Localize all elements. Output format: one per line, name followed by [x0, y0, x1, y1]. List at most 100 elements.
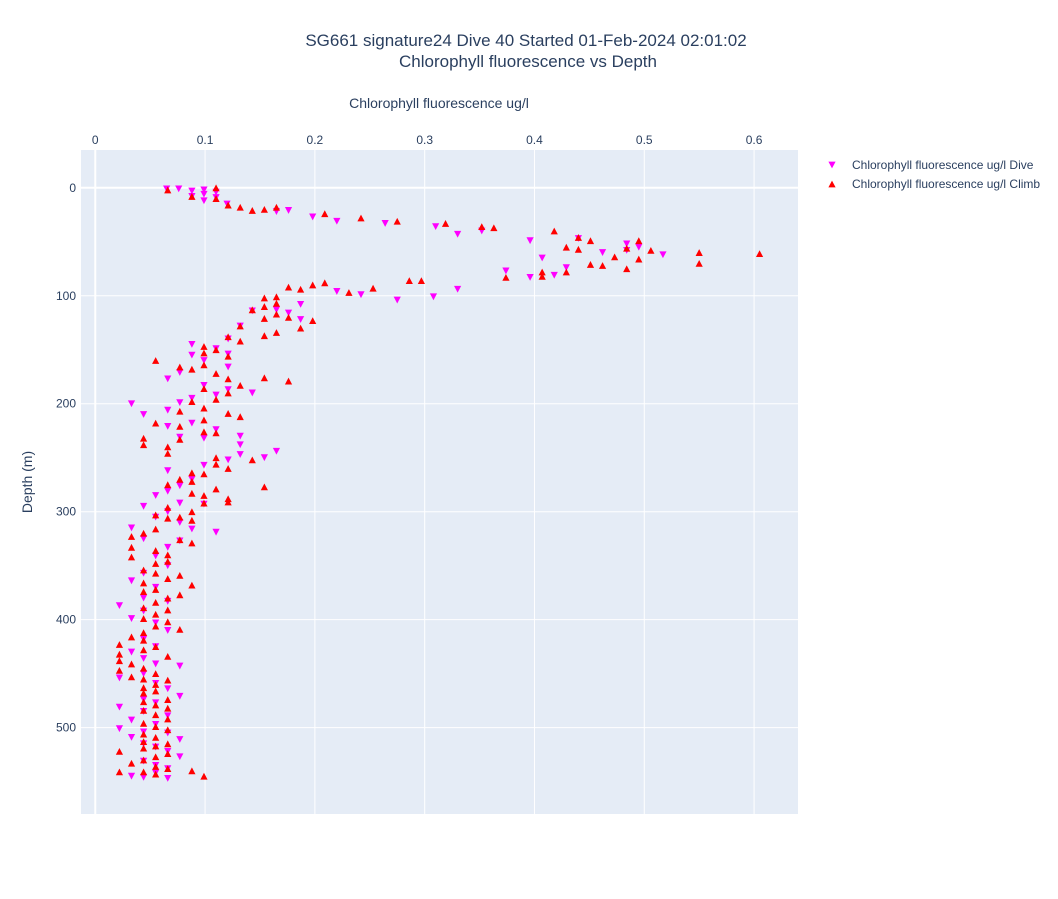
chart-subtitle: Chlorophyll fluorescence vs Depth [399, 52, 657, 71]
climb-point [139, 664, 148, 672]
dive-point [115, 703, 124, 711]
climb-point [152, 547, 160, 554]
plot-area[interactable] [81, 150, 798, 814]
dive-point [188, 525, 196, 533]
legend-label-dive: Chlorophyll fluorescence ug/l Dive [852, 158, 1034, 172]
dive-point [454, 230, 462, 238]
y-tick-label: 100 [56, 289, 76, 303]
climb-point [139, 675, 148, 683]
climb-point [224, 498, 232, 506]
climb-point [152, 701, 160, 709]
climb-point [224, 410, 232, 417]
climb-point [236, 337, 244, 345]
dive-point [200, 186, 208, 194]
climb-point [164, 443, 172, 451]
x-tick-label: 0.5 [636, 133, 653, 147]
climb-point [297, 324, 305, 332]
climb-point [164, 575, 172, 583]
climb-point [164, 551, 172, 559]
x-tick-label: 0.4 [526, 133, 543, 147]
dive-point [164, 487, 172, 495]
climb-point [538, 272, 546, 280]
dive-point [659, 251, 667, 259]
dive-point [127, 400, 136, 408]
dive-point [200, 461, 208, 469]
legend[interactable]: Chlorophyll fluorescence ug/l Dive Chloro… [828, 158, 1040, 191]
climb-point [115, 650, 124, 658]
dive-point [176, 736, 184, 743]
dive-point [381, 220, 389, 227]
dive-point [164, 467, 172, 475]
climb-point [127, 633, 136, 641]
climb-point [635, 237, 643, 245]
climb-point [188, 365, 196, 373]
climb-point [152, 670, 160, 678]
climb-point [272, 203, 281, 211]
climb-point [695, 249, 703, 256]
y-tick-label: 500 [56, 721, 76, 735]
legend-item-climb[interactable]: Chlorophyll fluorescence ug/l Climb [828, 177, 1040, 191]
climb-point [224, 201, 232, 209]
climb-point [152, 610, 160, 618]
climb-point [152, 763, 160, 770]
climb-point [695, 259, 703, 267]
climb-point [248, 207, 256, 214]
dive-point [127, 615, 136, 622]
climb-point [152, 723, 160, 730]
climb-point [200, 349, 208, 357]
dive-point [272, 306, 281, 314]
climb-point [236, 322, 244, 330]
dive-point [127, 648, 136, 656]
y-tick-label: 0 [69, 181, 76, 195]
climb-point [139, 706, 148, 714]
dive-point [297, 316, 305, 323]
climb-point [176, 363, 184, 371]
x-axis-title: Chlorophyll fluorescence ug/l [349, 95, 529, 111]
climb-point [212, 184, 220, 192]
climb-point [236, 203, 244, 211]
climb-point [139, 698, 148, 706]
dive-point [538, 254, 546, 262]
climb-point [139, 604, 148, 612]
x-tick-label: 0.2 [307, 133, 324, 147]
dive-point [127, 772, 136, 780]
climb-point [369, 284, 377, 292]
climb-point [164, 750, 172, 757]
climb-point [212, 195, 220, 202]
climb-point [164, 740, 172, 748]
climb-point [562, 268, 570, 276]
climb-point [164, 594, 172, 602]
climb-point [272, 329, 281, 336]
climb-point [200, 385, 208, 393]
climb-point [115, 641, 124, 648]
climb-point [139, 756, 148, 764]
climb-point [550, 227, 558, 235]
climb-point [200, 404, 208, 412]
dive-point [432, 223, 440, 231]
dive-point [176, 662, 184, 670]
climb-point [574, 234, 582, 241]
climb-point [611, 253, 619, 261]
climb-point [478, 223, 486, 231]
climb-point [200, 361, 208, 369]
climb-point [176, 407, 184, 415]
climb-point [212, 460, 220, 468]
climb-point [405, 277, 413, 285]
dive-point [127, 577, 136, 585]
climb-point [176, 422, 184, 430]
climb-point [152, 711, 160, 719]
climb-point [623, 265, 631, 273]
climb-point [309, 317, 317, 324]
climb-point [393, 217, 401, 225]
climb-point [224, 352, 232, 360]
dive-point [164, 685, 172, 693]
climb-point [248, 456, 256, 464]
grid-lines [81, 150, 798, 814]
dive-point [176, 519, 184, 526]
climb-point [164, 652, 172, 660]
climb-point [212, 396, 220, 403]
climb-point [212, 485, 220, 493]
legend-item-dive[interactable]: Chlorophyll fluorescence ug/l Dive [828, 158, 1034, 172]
climb-point [200, 343, 208, 350]
